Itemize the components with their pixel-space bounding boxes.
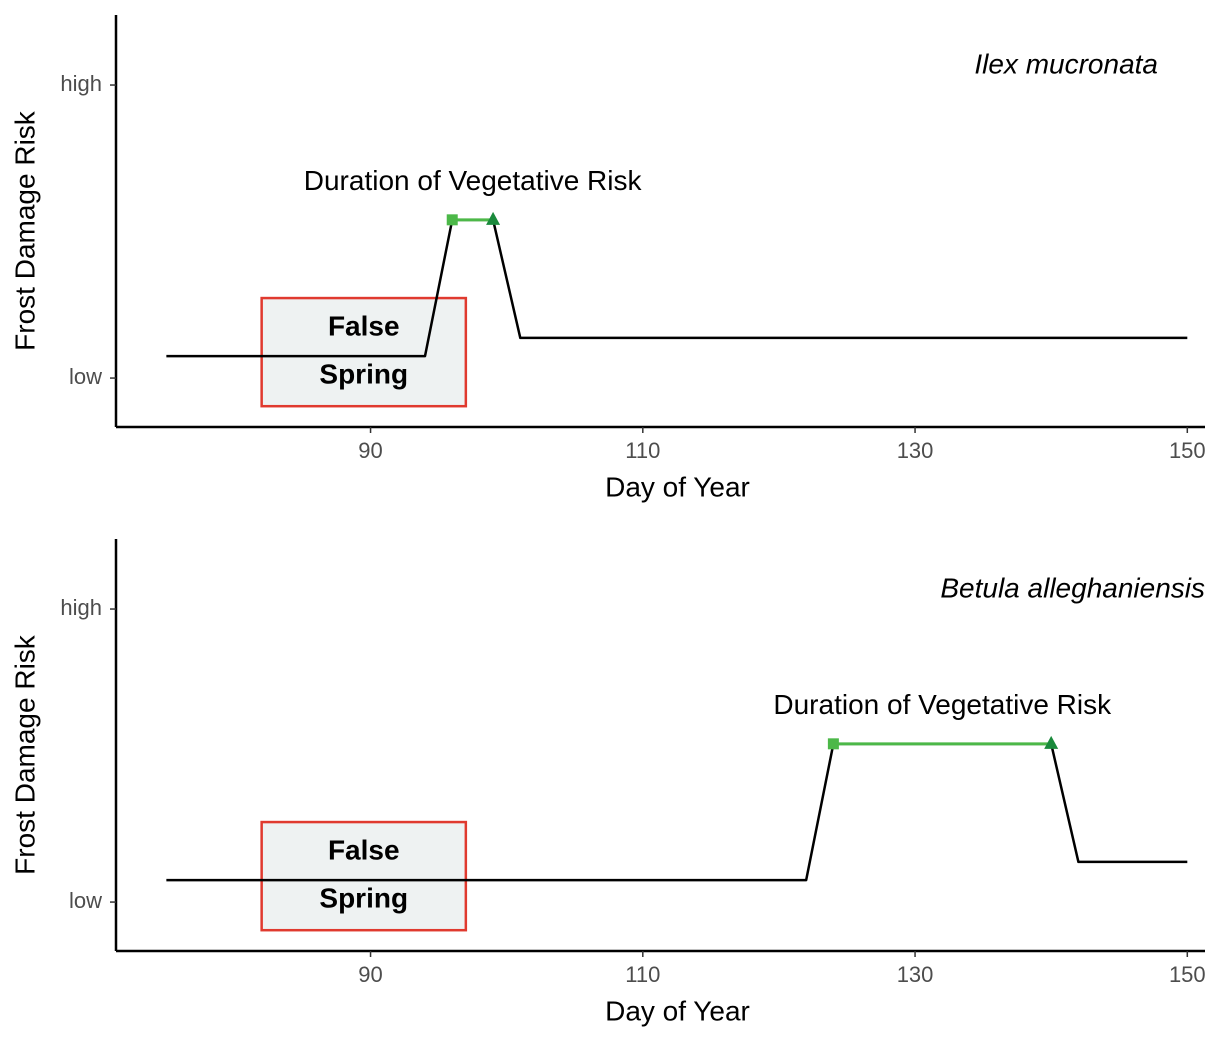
false-spring-label: Spring [319, 883, 408, 914]
x-tick-label: 130 [897, 438, 934, 463]
duration-end-marker [1044, 735, 1059, 749]
duration-end-marker [486, 211, 501, 225]
x-tick-label: 110 [625, 438, 660, 463]
x-axis-title: Day of Year [605, 995, 750, 1026]
duration-start-marker [446, 214, 458, 226]
x-tick-label: 90 [358, 438, 382, 463]
x-tick-label: 150 [1169, 962, 1206, 987]
panel: False Spring 90 110 130 150 low high Day of Year… [9, 15, 1206, 502]
false-spring-label: False [328, 311, 400, 342]
y-tick-label: high [60, 71, 102, 96]
species-title: Ilex mucronata [974, 48, 1158, 79]
y-tick-label: low [69, 364, 102, 389]
duration-start-marker [827, 738, 839, 750]
x-tick-label: 130 [897, 962, 934, 987]
x-tick-label: 90 [358, 962, 382, 987]
y-axis-title: Frost Damage Risk [9, 110, 40, 351]
species-title: Betula alleghaniensis [940, 572, 1205, 603]
panel: False Spring 90 110 130 150 low high Day of Year… [9, 539, 1206, 1026]
false-spring-label: Spring [319, 359, 408, 390]
x-tick-label: 110 [625, 962, 660, 987]
duration-annotation: Duration of Vegetative Risk [304, 165, 643, 196]
duration-annotation: Duration of Vegetative Risk [773, 689, 1112, 720]
y-axis-title: Frost Damage Risk [9, 634, 40, 875]
y-tick-label: high [60, 595, 102, 620]
x-tick-label: 150 [1169, 438, 1206, 463]
y-tick-label: low [69, 888, 102, 913]
x-axis-title: Day of Year [605, 471, 750, 502]
false-spring-box [260, 820, 468, 932]
false-spring-label: False [328, 835, 400, 866]
